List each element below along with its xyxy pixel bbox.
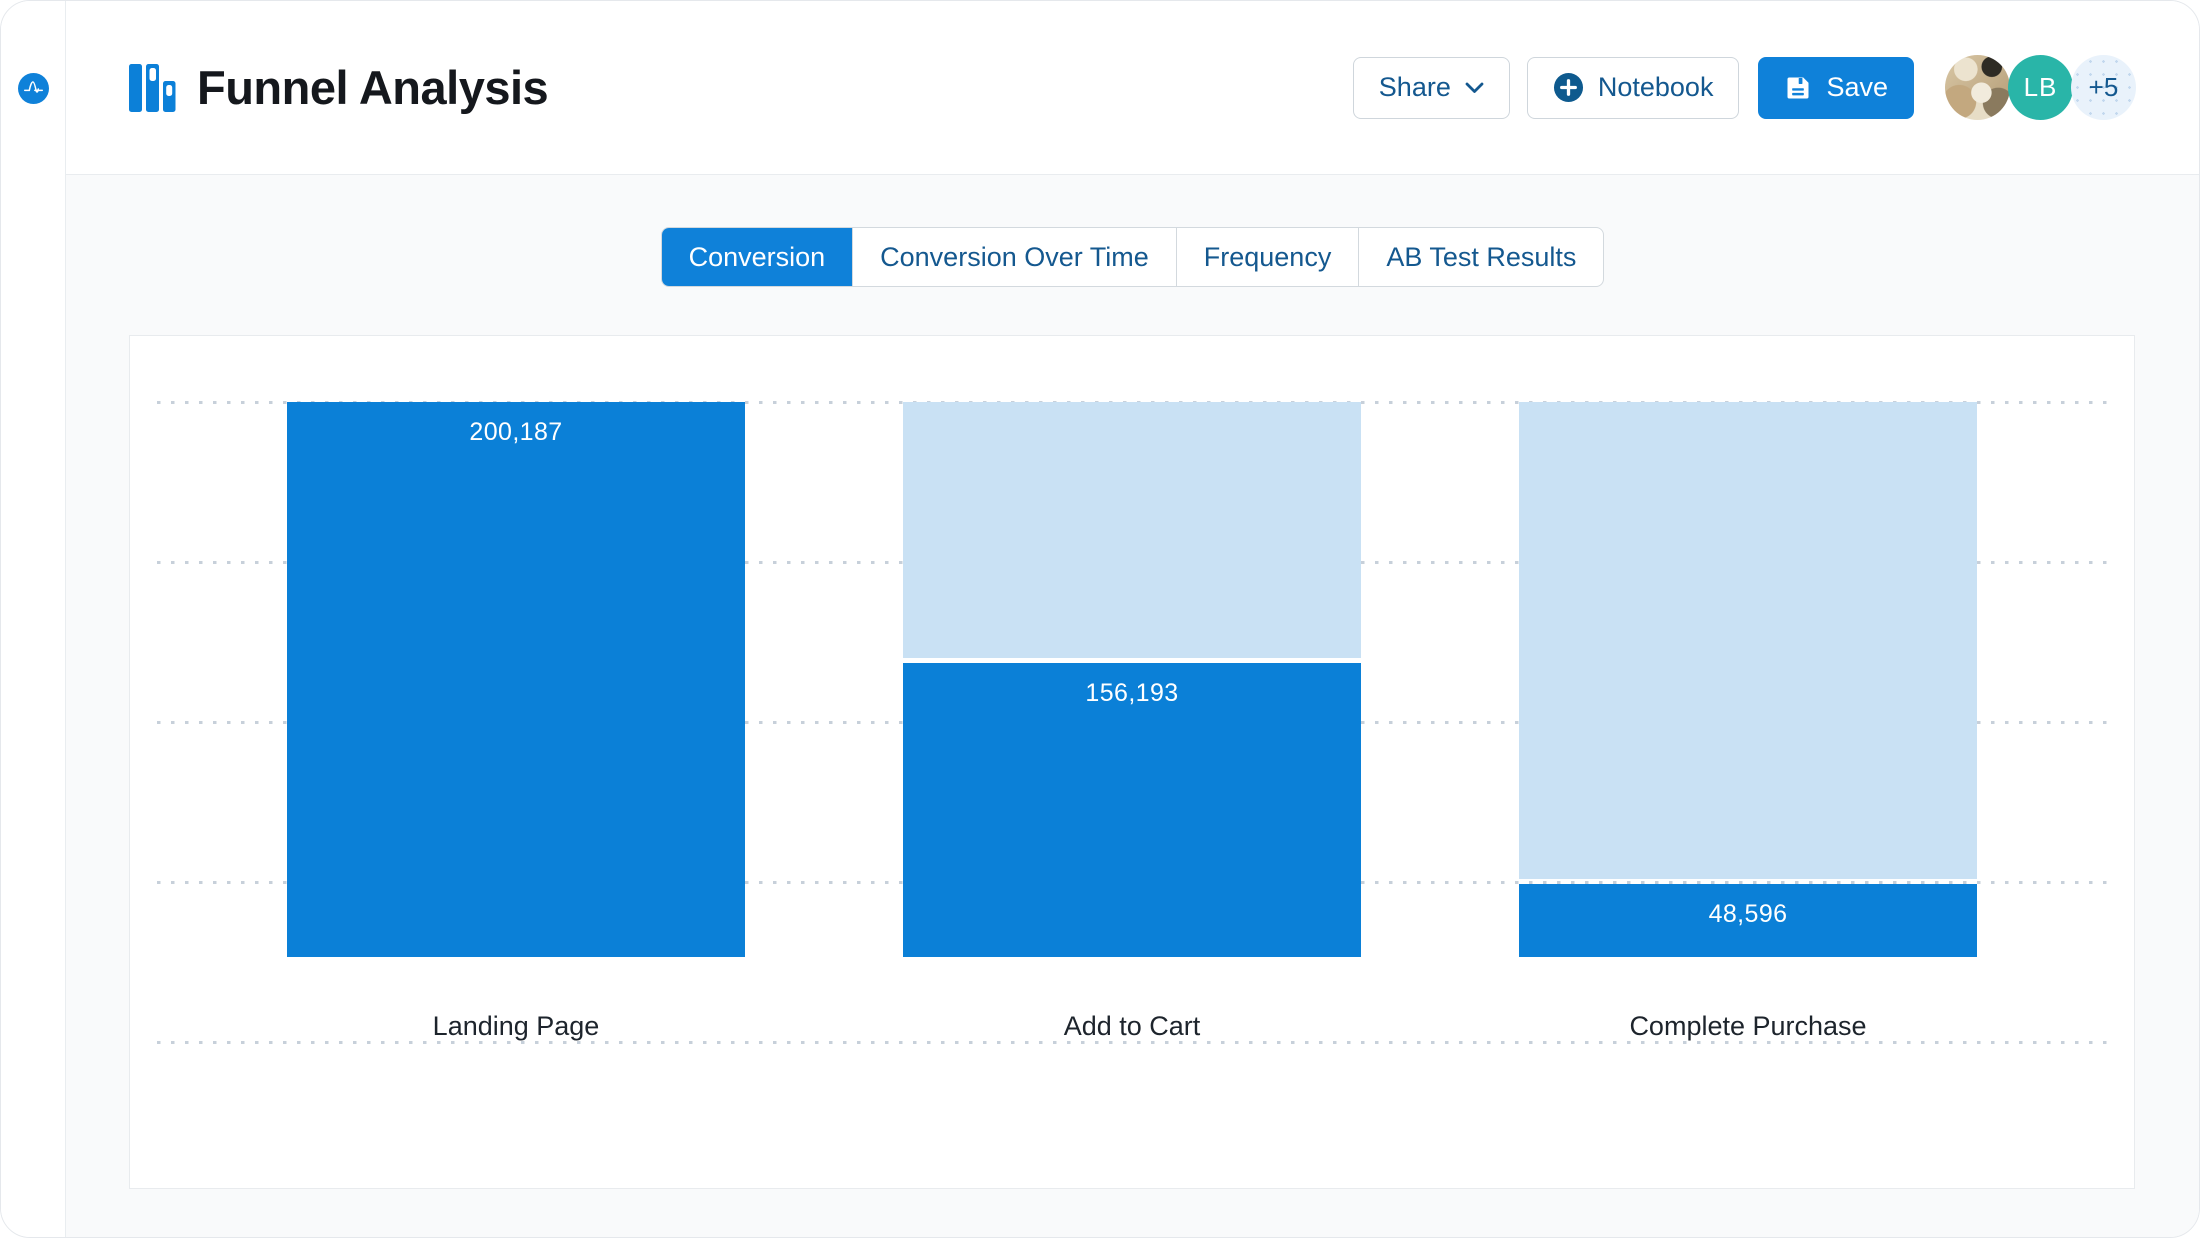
content: Conversion Conversion Over Time Frequenc… <box>66 175 2199 1237</box>
tab-ab-test-results[interactable]: AB Test Results <box>1358 228 1603 286</box>
bar-value-label: 156,193 <box>1085 679 1179 707</box>
notebook-button[interactable]: Notebook <box>1526 56 1740 119</box>
title-wrap: Funnel Analysis <box>129 60 549 115</box>
page-title: Funnel Analysis <box>197 61 549 114</box>
gridline <box>157 1041 2107 1044</box>
save-button-label: Save <box>1826 72 1888 102</box>
bar-value-label: 200,187 <box>469 418 563 446</box>
header-actions: Share Notebook <box>1352 55 2136 120</box>
save-button[interactable]: Save <box>1758 56 1914 119</box>
funnel-bar: 156,193 <box>903 402 1361 957</box>
tab-conversion[interactable]: Conversion <box>661 228 853 286</box>
funnel-column: 156,193 Add to Cart <box>903 402 1361 1042</box>
plus-circle-icon <box>1553 72 1583 103</box>
share-button-label: Share <box>1378 72 1451 102</box>
funnel-bar-dropoff-segment[interactable] <box>1519 402 1977 879</box>
avatar-group: LB +5 <box>1945 55 2136 120</box>
category-label: Add to Cart <box>1063 1011 1201 1041</box>
funnel-bar-converted-segment[interactable]: 200,187 <box>287 402 745 957</box>
tabs-row: Conversion Conversion Over Time Frequenc… <box>66 227 2199 287</box>
header: Funnel Analysis Share Notebook <box>66 1 2199 175</box>
funnel-plot: 200,187 Landing Page 156,193 Add to Cart 48,… <box>157 401 2107 1044</box>
funnel-bar-converted-segment[interactable]: 48,596 <box>1519 884 1977 957</box>
amplitude-logo-icon[interactable] <box>17 73 49 104</box>
tab-group: Conversion Conversion Over Time Frequenc… <box>660 227 1605 287</box>
funnel-bar-dropoff-segment[interactable] <box>903 402 1361 658</box>
funnel-chart-icon <box>129 63 176 112</box>
category-label: Landing Page <box>432 1011 600 1041</box>
notebook-button-label: Notebook <box>1597 72 1714 102</box>
funnel-bar: 200,187 <box>287 402 745 957</box>
chart-card: 200,187 Landing Page 156,193 Add to Cart 48,… <box>129 335 2135 1189</box>
category-label: Complete Purchase <box>1629 1011 1867 1041</box>
funnel-column: 200,187 Landing Page <box>287 402 745 1042</box>
funnel-bar: 48,596 <box>1519 402 1977 957</box>
amplitude-wave-icon <box>23 81 43 93</box>
left-rail <box>1 1 66 1237</box>
save-floppy-icon <box>1787 77 1809 98</box>
funnel-column: 48,596 Complete Purchase <box>1519 402 1977 1042</box>
avatar-initials[interactable]: LB <box>2008 55 2073 120</box>
bars-layer: 200,187 Landing Page 156,193 Add to Cart 48,… <box>157 402 2107 1042</box>
tab-frequency[interactable]: Frequency <box>1175 228 1359 286</box>
share-button[interactable]: Share <box>1352 56 1510 119</box>
tab-conversion-over-time[interactable]: Conversion Over Time <box>852 228 1176 286</box>
bar-value-label: 48,596 <box>1708 900 1788 928</box>
chevron-down-icon <box>1465 82 1484 93</box>
funnel-bar-converted-segment[interactable]: 156,193 <box>903 663 1361 957</box>
main-area: Funnel Analysis Share Notebook <box>66 1 2199 1237</box>
avatar-photo[interactable] <box>1945 55 2010 120</box>
avatar-overflow-count[interactable]: +5 <box>2071 55 2136 120</box>
